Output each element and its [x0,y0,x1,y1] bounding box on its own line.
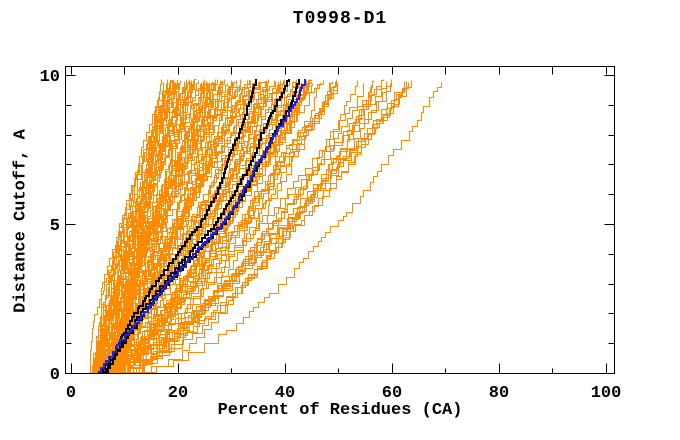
ensemble-outlier-curve [133,81,387,373]
x-tick-label: 80 [489,384,509,403]
ensemble-curve [113,81,241,373]
ensemble-outlier-curve [102,80,412,373]
x-axis-label: Percent of Residues (CA) [217,401,463,420]
ensemble-outlier-curve [134,82,442,373]
ensemble-outlier-curve [116,82,373,373]
ensemble-outlier-curve [108,79,392,373]
ensemble-outlier-curve [116,80,374,373]
model-curves [89,79,442,373]
ensemble-curve [91,80,192,373]
ensemble-curve [103,81,204,373]
x-tick-label: 100 [591,384,622,403]
ensemble-curve [109,81,260,373]
highlighted-curve-black-1 [100,79,257,373]
ensemble-outlier-curve [102,83,364,373]
x-tick-label: 0 [66,384,76,403]
x-tick-label: 20 [168,384,188,403]
y-tick-label: 0 [50,366,60,385]
x-tick-label: 40 [275,384,295,403]
ensemble-outlier-curve [122,82,407,373]
ensemble-outlier-curve [108,82,409,373]
ensemble-curve [109,81,213,373]
y-tick-label: 5 [50,217,60,236]
ensemble-curve [119,80,194,373]
tick-labels: 0 20 40 60 80 100 0 5 10 [40,68,622,403]
plot-frame [65,66,615,374]
reference-curve-blue [98,79,306,373]
ensemble-curve [109,81,307,373]
y-tick-label: 10 [40,68,60,87]
ensemble-curve [101,82,310,373]
chart-title: T0998-D1 [292,9,388,29]
y-axis-label: Distance Cutoff, A [11,129,31,313]
ensemble-curve [96,83,188,373]
ensemble-curve [110,83,177,373]
ensemble-curve [96,81,168,373]
highlighted-curve-black-2 [103,79,290,373]
ensemble-curve [97,79,257,373]
ensemble-outlier-curve [116,81,405,373]
ensemble-curve [109,82,338,373]
ensemble-curve [101,82,256,373]
x-tick-label: 60 [382,384,402,403]
ensemble-curve [113,79,312,373]
ensemble-curve [94,80,223,373]
